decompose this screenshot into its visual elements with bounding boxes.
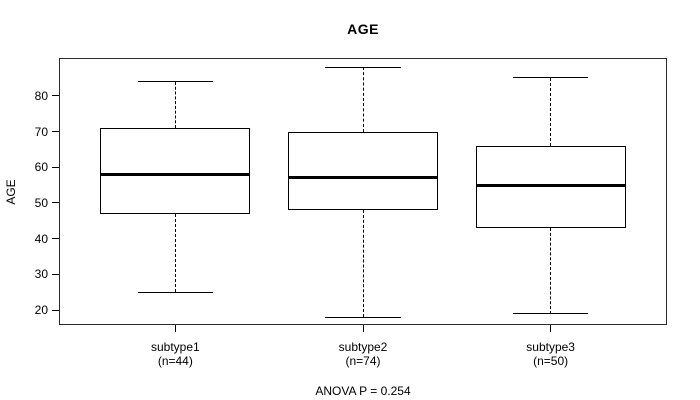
chart-title: AGE xyxy=(347,21,379,37)
median-line-subtype3 xyxy=(475,183,626,187)
upper-whisker-subtype2 xyxy=(362,67,364,132)
category-name: subtype3 xyxy=(526,340,575,354)
x-axis-tick xyxy=(174,325,176,332)
category-name: subtype2 xyxy=(338,340,388,354)
y-axis-tick xyxy=(52,166,59,168)
lower-cap-subtype1 xyxy=(137,291,213,293)
category-count: (n=50) xyxy=(533,354,569,368)
y-axis-tick xyxy=(52,273,59,275)
x-axis-category-label: subtype1 (n=44) xyxy=(115,340,235,368)
x-axis-tick xyxy=(550,325,552,332)
anova-annotation: ANOVA P = 0.254 xyxy=(315,384,411,398)
y-axis-title: AGE xyxy=(4,179,18,205)
upper-cap-subtype1 xyxy=(137,81,213,83)
y-axis-tick xyxy=(52,131,59,133)
category-count: (n=44) xyxy=(157,354,193,368)
y-axis-tick-label: 60 xyxy=(34,160,48,175)
box-subtype1 xyxy=(100,127,251,214)
lower-cap-subtype2 xyxy=(325,316,401,318)
x-axis-category-label: subtype2 (n=74) xyxy=(303,340,423,368)
y-axis-tick xyxy=(52,309,59,311)
upper-whisker-subtype3 xyxy=(550,77,552,146)
y-axis-tick-label: 80 xyxy=(34,88,48,103)
box-subtype2 xyxy=(287,131,439,211)
box-subtype3 xyxy=(475,145,626,228)
y-axis-tick xyxy=(52,95,59,97)
y-axis-tick-label: 70 xyxy=(34,124,48,139)
y-axis-tick-label: 30 xyxy=(34,267,48,282)
lower-whisker-subtype2 xyxy=(362,210,364,318)
y-axis-tick-label: 50 xyxy=(34,195,48,210)
category-name: subtype1 xyxy=(150,340,200,354)
y-axis-tick-label: 40 xyxy=(34,231,48,246)
x-axis-tick xyxy=(362,325,364,332)
lower-whisker-subtype1 xyxy=(174,213,176,293)
upper-whisker-subtype1 xyxy=(174,81,176,128)
category-count: (n=74) xyxy=(345,354,381,368)
y-axis-tick xyxy=(52,238,59,240)
lower-cap-subtype3 xyxy=(513,313,589,315)
upper-cap-subtype2 xyxy=(325,66,401,68)
median-line-subtype2 xyxy=(287,176,439,180)
lower-whisker-subtype3 xyxy=(550,227,552,314)
y-axis-tick-label: 20 xyxy=(34,303,48,317)
median-line-subtype1 xyxy=(100,172,251,176)
upper-cap-subtype3 xyxy=(513,77,589,79)
y-axis-tick xyxy=(52,202,59,204)
x-axis-category-label: subtype3 (n=50) xyxy=(491,340,611,368)
